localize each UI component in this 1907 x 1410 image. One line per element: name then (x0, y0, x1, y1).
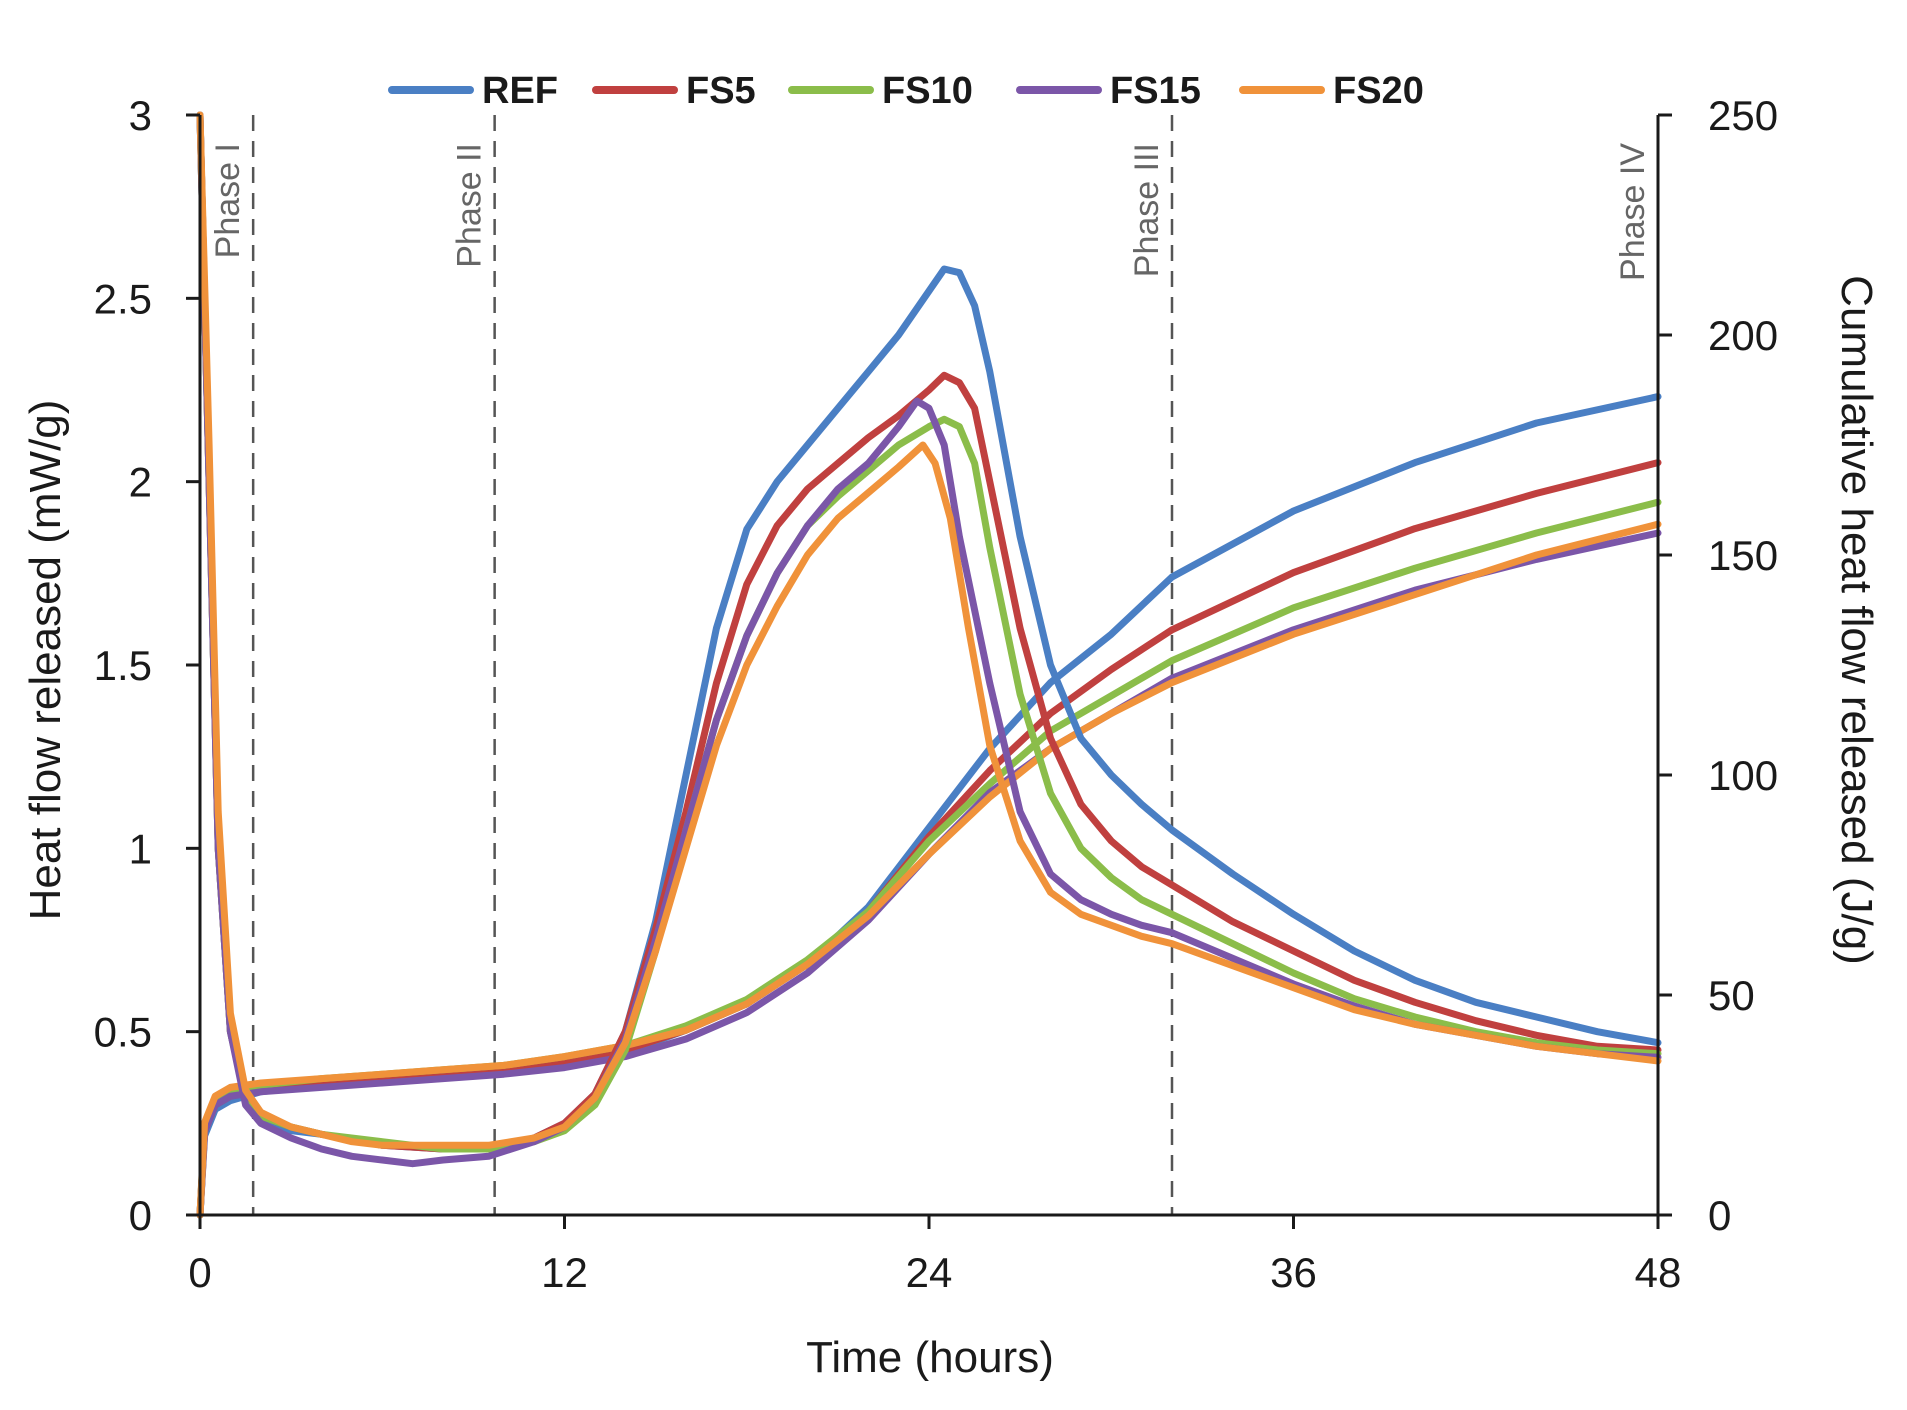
phase-label: Phase IV (1614, 143, 1652, 281)
legend-label-fs10: FS10 (882, 70, 973, 112)
phase-label: Phase II (451, 143, 489, 268)
series-ref-heat-flow-line (196, 111, 1662, 1153)
phase-label: Phase III (1128, 143, 1166, 277)
y-left-tick-label: 0 (129, 1192, 152, 1239)
series-fs10-heat-flow-line (196, 111, 1662, 1153)
series-fs15-cumulative-line (196, 529, 1662, 1219)
x-tick-label: 12 (541, 1249, 588, 1296)
y-left-tick-label: 3 (129, 92, 152, 139)
y-left-tick-label: 0.5 (94, 1009, 152, 1056)
y-right-tick-label: 50 (1708, 972, 1755, 1019)
y-left-tick-label: 2 (129, 459, 152, 506)
y-right-tick-label: 150 (1708, 532, 1778, 579)
y-left-tick-label: 1 (129, 825, 152, 872)
axes: 0 0.5 1 1.5 2 2.5 3 0 50 100 150 200 250 0 12 24 36 48 (94, 92, 1778, 1296)
x-tick-label: 36 (1270, 1249, 1317, 1296)
series-fs5-heat-flow-line (196, 111, 1662, 1153)
phase-label: Phase I (209, 143, 247, 258)
legend-label-fs20: FS20 (1333, 70, 1424, 112)
y-axis-title-left: Heat flow released (mW/g) (21, 400, 70, 921)
y-right-tick-label: 200 (1708, 312, 1778, 359)
y-right-tick-label: 250 (1708, 92, 1778, 139)
phase-markers: Phase I Phase II Phase III Phase IV (209, 115, 1652, 1215)
y-axis-title-right: Cumulative heat flow released (J/g) (1832, 275, 1881, 965)
legend-label-fs15: FS15 (1110, 70, 1201, 112)
series-fs20-heat-flow-line (196, 111, 1662, 1149)
x-tick-label: 48 (1635, 1249, 1682, 1296)
x-tick-label: 24 (906, 1249, 953, 1296)
y-right-tick-label: 100 (1708, 752, 1778, 799)
legend-label-ref: REF (482, 70, 558, 112)
legend-label-fs5: FS5 (686, 70, 756, 112)
series-fs15-heat-flow-line (196, 111, 1662, 1168)
x-tick-label: 0 (188, 1249, 211, 1296)
y-right-tick-label: 0 (1708, 1192, 1731, 1239)
series-fs20-cumulative-line (196, 520, 1662, 1219)
legend: REF FS5 FS10 FS15 FS20 (388, 70, 1424, 112)
series-lines (196, 111, 1662, 1219)
y-left-tick-label: 2.5 (94, 275, 152, 322)
x-axis-title: Time (hours) (806, 1333, 1054, 1382)
y-left-tick-label: 1.5 (94, 642, 152, 689)
